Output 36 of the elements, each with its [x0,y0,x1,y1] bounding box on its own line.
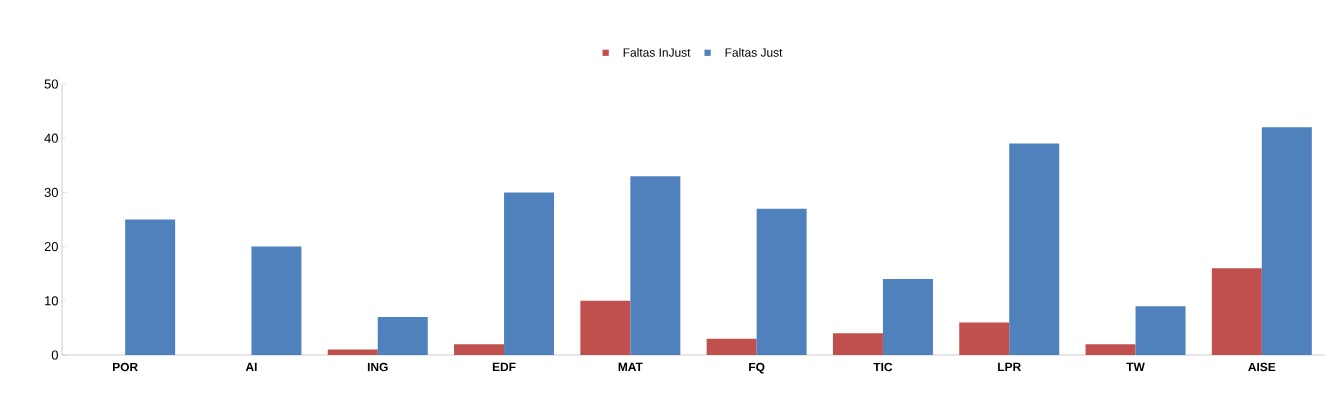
legend-label: Faltas InJust [623,47,691,57]
bar [1085,344,1136,355]
bar [1009,143,1060,355]
x-tick-label: POR [112,362,138,372]
x-tick-label: AI [245,362,257,371]
x-tick-label: AISE [1248,362,1276,372]
x-tick-label: LPR [998,362,1021,371]
y-tick-label: 20 [44,242,58,252]
x-tick-label: FQ [749,362,765,374]
y-tick-label: 0 [51,350,58,360]
bar [756,208,807,355]
x-tick-label: MAT [618,362,643,371]
bar [1211,268,1262,355]
bar [1261,127,1312,355]
bar [504,192,555,355]
bar [580,300,631,355]
bar [327,349,378,355]
bar [959,322,1010,355]
y-tick-label: 50 [44,79,58,89]
bar [706,338,757,355]
x-tick-label: TIC [873,362,893,372]
bar [1135,306,1186,355]
bar [251,246,302,355]
y-tick-label: 30 [44,187,58,197]
x-tick-label: TW [1126,362,1145,371]
y-tick-label: 40 [44,133,58,143]
bar [832,333,883,355]
bar [377,317,428,355]
bar [454,344,505,355]
bar [125,219,176,355]
x-tick-label: ING [367,362,388,372]
legend-label: Faltas Just [725,47,783,57]
bar [630,176,681,355]
x-tick-label: EDF [492,362,516,371]
y-tick-label: 10 [45,296,58,306]
bar [882,279,933,355]
